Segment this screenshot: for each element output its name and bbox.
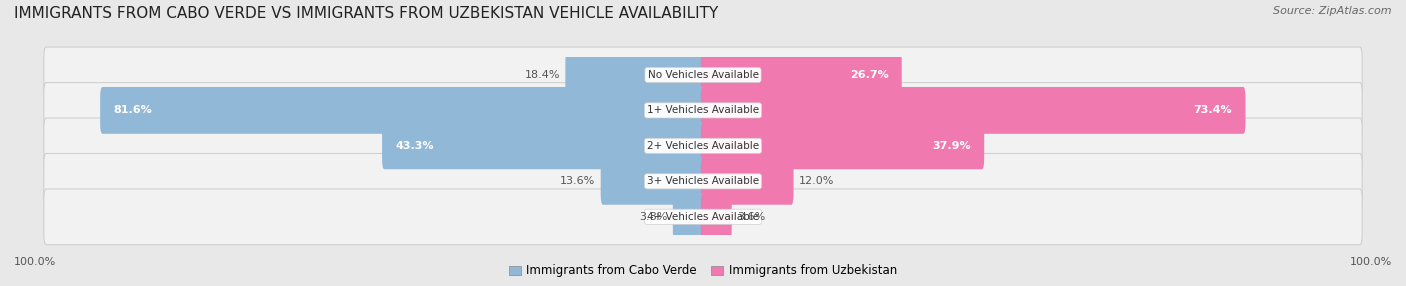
- Text: 37.9%: 37.9%: [932, 141, 972, 151]
- FancyBboxPatch shape: [673, 193, 706, 240]
- FancyBboxPatch shape: [700, 122, 984, 169]
- FancyBboxPatch shape: [44, 47, 1362, 103]
- Text: 100.0%: 100.0%: [14, 257, 56, 267]
- Text: 73.4%: 73.4%: [1194, 106, 1232, 115]
- Legend: Immigrants from Cabo Verde, Immigrants from Uzbekistan: Immigrants from Cabo Verde, Immigrants f…: [509, 264, 897, 277]
- FancyBboxPatch shape: [600, 158, 706, 205]
- Text: 2+ Vehicles Available: 2+ Vehicles Available: [647, 141, 759, 151]
- Text: IMMIGRANTS FROM CABO VERDE VS IMMIGRANTS FROM UZBEKISTAN VEHICLE AVAILABILITY: IMMIGRANTS FROM CABO VERDE VS IMMIGRANTS…: [14, 6, 718, 21]
- Text: 12.0%: 12.0%: [799, 176, 834, 186]
- Text: 3+ Vehicles Available: 3+ Vehicles Available: [647, 176, 759, 186]
- FancyBboxPatch shape: [700, 87, 1246, 134]
- Text: No Vehicles Available: No Vehicles Available: [648, 70, 758, 80]
- FancyBboxPatch shape: [44, 118, 1362, 174]
- FancyBboxPatch shape: [44, 154, 1362, 209]
- FancyBboxPatch shape: [44, 83, 1362, 138]
- FancyBboxPatch shape: [44, 189, 1362, 245]
- Text: 3.8%: 3.8%: [640, 212, 668, 222]
- Text: 13.6%: 13.6%: [560, 176, 596, 186]
- Text: 100.0%: 100.0%: [1350, 257, 1392, 267]
- FancyBboxPatch shape: [700, 51, 901, 98]
- Text: 1+ Vehicles Available: 1+ Vehicles Available: [647, 106, 759, 115]
- Text: 4+ Vehicles Available: 4+ Vehicles Available: [647, 212, 759, 222]
- Text: 43.3%: 43.3%: [395, 141, 434, 151]
- Text: 18.4%: 18.4%: [524, 70, 560, 80]
- FancyBboxPatch shape: [565, 51, 706, 98]
- FancyBboxPatch shape: [700, 193, 731, 240]
- Text: 3.6%: 3.6%: [737, 212, 765, 222]
- FancyBboxPatch shape: [382, 122, 706, 169]
- Text: 81.6%: 81.6%: [114, 106, 152, 115]
- Text: 26.7%: 26.7%: [849, 70, 889, 80]
- FancyBboxPatch shape: [700, 158, 793, 205]
- Text: Source: ZipAtlas.com: Source: ZipAtlas.com: [1274, 6, 1392, 16]
- FancyBboxPatch shape: [100, 87, 706, 134]
